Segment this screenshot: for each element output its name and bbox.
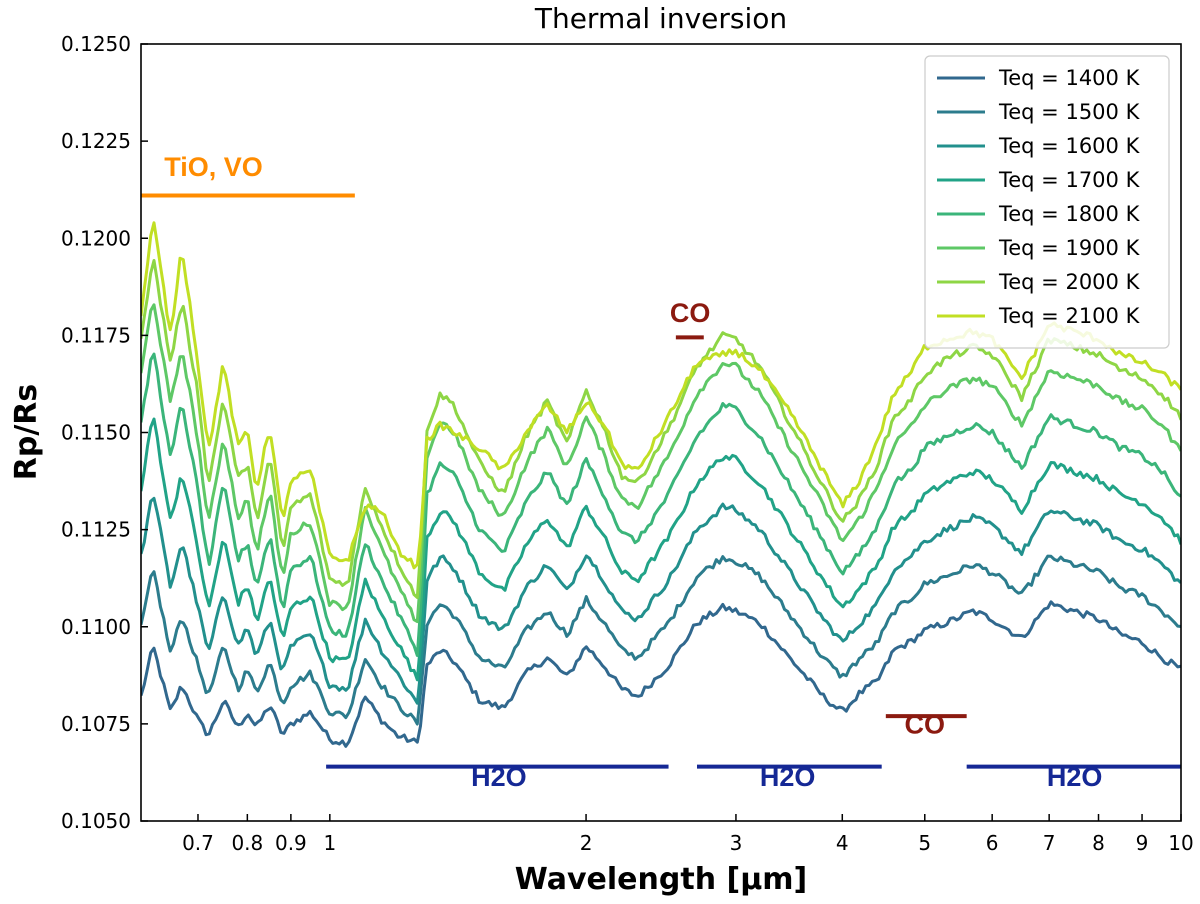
legend-entry: Teq = 2000 K bbox=[998, 270, 1141, 294]
h2o-3-label: H2O bbox=[1047, 762, 1103, 792]
legend-box bbox=[924, 55, 1170, 349]
y-tick-label: 0.1175 bbox=[61, 323, 131, 347]
x-tick-label: 3 bbox=[730, 831, 743, 855]
y-tick-label: 0.1250 bbox=[61, 32, 131, 56]
series-line-6 bbox=[141, 303, 1181, 624]
h2o-1-label: H2O bbox=[471, 762, 527, 792]
legend-entry: Teq = 1600 K bbox=[998, 134, 1141, 158]
x-tick-label: 8 bbox=[1092, 831, 1105, 855]
series-line-2 bbox=[141, 554, 1181, 726]
tio-vo-label: TiO, VO bbox=[164, 152, 263, 182]
plot-frame bbox=[140, 43, 1182, 822]
legend-entry: Teq = 1500 K bbox=[998, 100, 1141, 124]
legend-entry: Teq = 2100 K bbox=[998, 304, 1141, 328]
legend-entry: Teq = 1700 K bbox=[998, 168, 1141, 192]
series-line-5 bbox=[141, 352, 1181, 657]
axis-ticks: 0.1050 0.1075 0.1100 0.1125 0.1150 0.1175 0.12… bbox=[61, 32, 1194, 855]
x-axis-title: Wavelength [μm] bbox=[515, 862, 808, 897]
x-tick-label: 4 bbox=[836, 831, 849, 855]
legend-entry: Teq = 1400 K bbox=[998, 66, 1141, 90]
legend-entry: Teq = 1900 K bbox=[998, 236, 1141, 260]
y-tick-label: 0.1225 bbox=[61, 129, 131, 153]
y-tick-label: 0.1150 bbox=[61, 421, 131, 445]
x-tick-label: 10 bbox=[1168, 831, 1193, 855]
legend: Teq = 1400 K Teq = 1500 K Teq = 1600 K Teq … bbox=[924, 55, 1170, 349]
y-tick-label: 0.1100 bbox=[61, 615, 131, 639]
y-tick-label: 0.1200 bbox=[61, 226, 131, 250]
molecule-annotations: TiO, VO CO CO H2O H2O H2O bbox=[141, 152, 1181, 792]
h2o-2-label: H2O bbox=[760, 762, 816, 792]
x-tick-label: 6 bbox=[986, 831, 999, 855]
chart-title: Thermal inversion bbox=[534, 2, 787, 35]
series-lines bbox=[141, 221, 1181, 748]
co-bottom-label: CO bbox=[905, 710, 946, 740]
y-tick-label: 0.1125 bbox=[61, 518, 131, 542]
x-tick-label: 0.9 bbox=[275, 831, 307, 855]
series-line-1 bbox=[141, 600, 1181, 748]
y-axis-title: Rp/Rs bbox=[9, 384, 44, 481]
x-tick-label: 1 bbox=[323, 831, 336, 855]
x-tick-label: 5 bbox=[918, 831, 931, 855]
y-tick-label: 0.1050 bbox=[61, 809, 131, 833]
x-tick-label: 2 bbox=[580, 831, 593, 855]
series-line-4 bbox=[141, 417, 1181, 682]
series-line-7 bbox=[141, 259, 1181, 599]
co-top-label: CO bbox=[670, 298, 711, 328]
legend-entry: Teq = 1800 K bbox=[998, 202, 1141, 226]
x-tick-label: 0.8 bbox=[231, 831, 263, 855]
series-line-8 bbox=[141, 221, 1181, 570]
y-tick-label: 0.1075 bbox=[61, 712, 131, 736]
x-tick-label: 0.7 bbox=[182, 831, 214, 855]
x-tick-label: 9 bbox=[1136, 831, 1149, 855]
x-tick-label: 7 bbox=[1043, 831, 1056, 855]
series-line-3 bbox=[141, 496, 1181, 705]
